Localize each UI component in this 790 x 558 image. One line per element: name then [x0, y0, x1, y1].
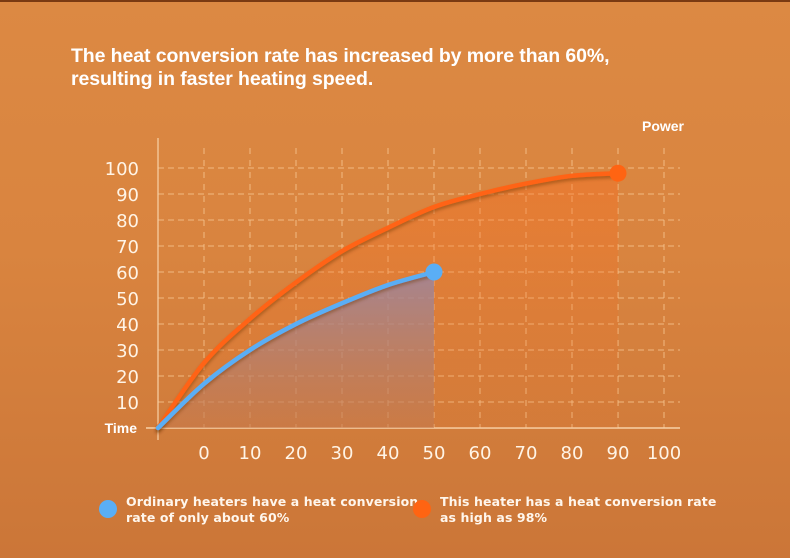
- y-tick-label: 40: [116, 315, 139, 336]
- x-tick-label: 20: [285, 443, 308, 464]
- y-tick-label: 50: [116, 289, 139, 310]
- x-tick-label: 80: [561, 443, 584, 464]
- y-tick-label: 10: [116, 393, 139, 414]
- x-tick-label: 70: [515, 443, 538, 464]
- end-marker-ordinary-heater: [425, 263, 443, 281]
- headline-line-2: resulting in faster heating speed.: [71, 68, 374, 90]
- x-tick-label: 100: [647, 443, 681, 464]
- y-tick-label: 100: [105, 159, 139, 180]
- y-tick-label: 20: [116, 367, 139, 388]
- end-marker-this-heater: [609, 164, 627, 182]
- legend-marker-blue-icon: [99, 500, 117, 518]
- x-tick-label: 40: [377, 443, 400, 464]
- x-tick-label: 10: [239, 443, 262, 464]
- legend-label-line: This heater has a heat conversion rate: [440, 494, 717, 509]
- end-markers: [425, 164, 627, 281]
- legend-label-line: rate of only about 60%: [126, 510, 290, 525]
- areas: [158, 173, 618, 428]
- legend-item-this-heater: This heater has a heat conversion rate a…: [413, 494, 716, 526]
- series-lines: [155, 170, 621, 431]
- legend-item-ordinary-heater: Ordinary heaters have a heat conversion …: [99, 494, 418, 526]
- tick-labels: 10 20 30 40 50 60 70 80 90 100 0 10 20 30 40 50 60 70 80 90…: [105, 159, 682, 464]
- x-tick-label: 50: [423, 443, 446, 464]
- top-border: [0, 0, 790, 2]
- x-tick-label: 90: [607, 443, 630, 464]
- y-tick-label: 30: [116, 341, 139, 362]
- headline-line-1: The heat conversion rate has increased b…: [71, 45, 610, 67]
- legend-label-line: Ordinary heaters have a heat conversion: [126, 494, 419, 509]
- x-axis-title: Time: [105, 420, 138, 436]
- area-ordinary-heater: [158, 272, 434, 428]
- x-tick-label: 30: [331, 443, 354, 464]
- headline: The heat conversion rate has increased b…: [71, 45, 711, 91]
- legend-label-line: as high as 98%: [440, 510, 548, 525]
- line-ordinary-heater: [155, 269, 437, 431]
- x-tick-label: 60: [469, 443, 492, 464]
- y-tick-label: 90: [116, 185, 139, 206]
- y-tick-label: 80: [116, 211, 139, 232]
- line-this-heater: [155, 170, 621, 431]
- legend-marker-orange-icon: [413, 500, 431, 518]
- y-axis-title: Power: [642, 118, 685, 134]
- y-tick-label: 60: [116, 263, 139, 284]
- y-tick-label: 70: [116, 237, 139, 258]
- x-tick-label: 0: [198, 443, 209, 464]
